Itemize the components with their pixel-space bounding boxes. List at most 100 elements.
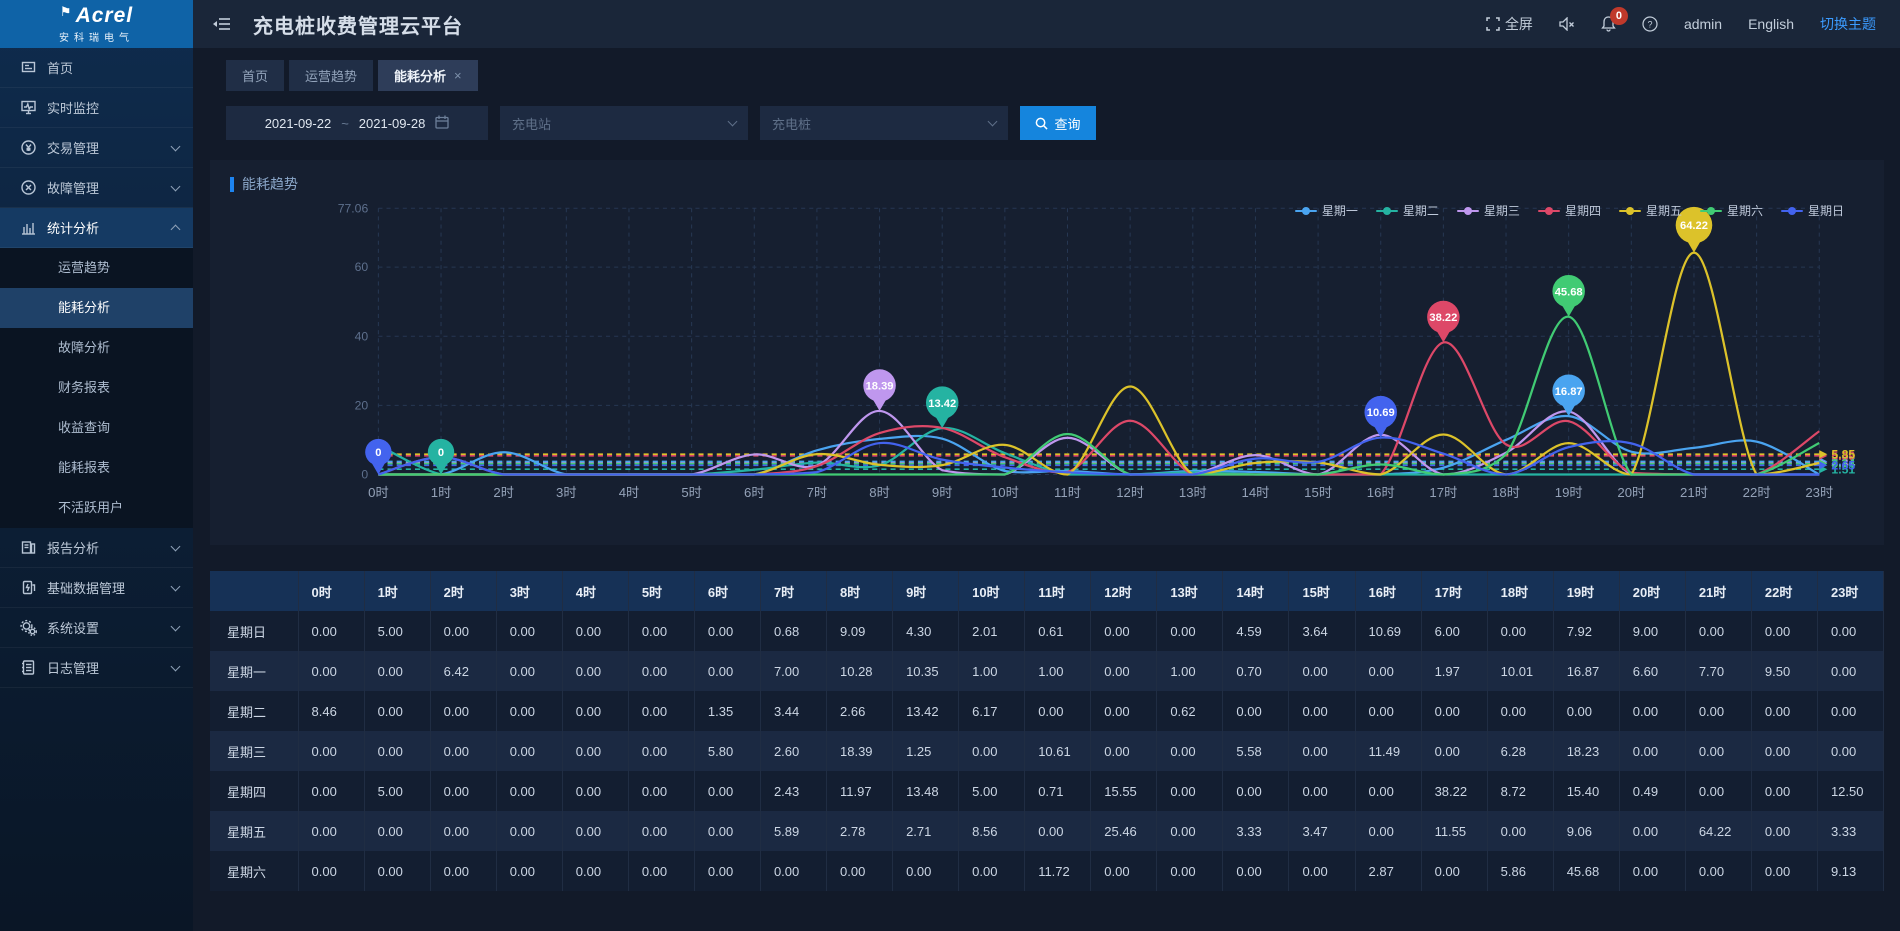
table-cell: 6.60 xyxy=(1619,651,1686,692)
table-cell: 0.00 xyxy=(430,851,497,892)
table-cell: 10.35 xyxy=(892,651,960,692)
svg-text:40: 40 xyxy=(355,329,369,343)
table-cell: 2.78 xyxy=(826,811,894,852)
search-button[interactable]: 查询 xyxy=(1020,106,1096,140)
table-cell: 11.72 xyxy=(1024,851,1092,892)
fullscreen-icon xyxy=(1486,17,1500,31)
pile-select[interactable]: 充电桩 xyxy=(760,106,1008,140)
sidebar-item-3[interactable]: 交易管理 xyxy=(0,128,193,168)
table-cell: 6.28 xyxy=(1487,731,1554,772)
table-cell: 0.00 xyxy=(1288,851,1356,892)
sidebar-item-5[interactable]: 统计分析 xyxy=(0,208,193,248)
notification-bell[interactable]: 0 xyxy=(1601,7,1628,32)
table-cell: 8.72 xyxy=(1487,771,1554,812)
table-cell: 0.00 xyxy=(496,691,563,732)
station-select[interactable]: 充电站 xyxy=(500,106,748,140)
table-cell: 0.00 xyxy=(298,611,365,652)
submenu-item[interactable]: 能耗分析 xyxy=(0,288,193,328)
table-cell: 0.00 xyxy=(892,851,960,892)
sidebar-item-label: 统计分析 xyxy=(47,221,100,236)
table-cell: 0.00 xyxy=(364,651,431,692)
legend-item-星期二[interactable]: 星期二 xyxy=(1375,202,1439,219)
sidebar-item-1[interactable]: 首页 xyxy=(0,48,193,88)
help-icon[interactable]: ? xyxy=(1642,16,1658,32)
legend-item-星期三[interactable]: 星期三 xyxy=(1456,202,1520,219)
table-cell: 0.00 xyxy=(694,811,761,852)
row-label-cell: 星期四 xyxy=(210,771,299,812)
submenu-item[interactable]: 能耗报表 xyxy=(58,460,111,475)
tab-label: 能耗分析 xyxy=(394,69,447,84)
language-switch[interactable]: English xyxy=(1748,16,1794,32)
table-cell: 1.35 xyxy=(694,691,761,732)
legend-item-星期六[interactable]: 星期六 xyxy=(1699,202,1763,219)
table-cell: 0.00 xyxy=(1685,771,1752,812)
table-cell: 0.00 xyxy=(760,851,828,892)
table-row-星期五: 星期五 0.00 0.00 0.00 0.00 0.00 0.00 0.00 5.89 2.78 2… xyxy=(210,811,1885,852)
table-cell: 0.00 xyxy=(562,771,629,812)
legend-item-星期四[interactable]: 星期四 xyxy=(1537,202,1601,219)
table-cell: 0.00 xyxy=(1288,771,1356,812)
svg-text:16.87: 16.87 xyxy=(1555,386,1583,398)
table-cell: 11.55 xyxy=(1421,811,1488,852)
table-cell: 0.00 xyxy=(430,731,497,772)
table-header-cell: 13时 xyxy=(1156,571,1224,612)
table-cell: 3.64 xyxy=(1288,611,1356,652)
sidebar-item-7[interactable]: 基础数据管理 xyxy=(0,568,193,608)
svg-text:10.69: 10.69 xyxy=(1367,407,1395,419)
svg-text:8时: 8时 xyxy=(869,485,890,500)
legend-item-星期一[interactable]: 星期一 xyxy=(1294,202,1358,219)
table-cell: 3.44 xyxy=(760,691,828,732)
table-cell: 0.70 xyxy=(1222,651,1290,692)
table-cell: 0.00 xyxy=(1355,651,1422,692)
fault-icon xyxy=(20,179,37,196)
chevron-down-icon xyxy=(987,116,998,127)
mute-icon[interactable] xyxy=(1559,17,1575,31)
table-cell: 1.97 xyxy=(1421,651,1488,692)
panel-title: 能耗趋势 xyxy=(230,174,1864,194)
sidebar-item-8[interactable]: 系统设置 xyxy=(0,608,193,648)
table-cell: 0.00 xyxy=(1685,691,1752,732)
table-cell: 18.23 xyxy=(1553,731,1620,772)
sidebar-item-4[interactable]: 故障管理 xyxy=(0,168,193,208)
sidebar-item-9[interactable]: 日志管理 xyxy=(0,648,193,688)
tab-label: 首页 xyxy=(242,69,269,84)
table-cell: 0.00 xyxy=(1024,811,1092,852)
date-range-picker[interactable]: 2021-09-22 ~ 2021-09-28 xyxy=(226,106,488,140)
submenu-item[interactable]: 运营趋势 xyxy=(58,260,111,275)
submenu-item[interactable]: 收益查询 xyxy=(58,420,111,435)
collapse-menu-icon[interactable] xyxy=(213,16,231,32)
table-cell: 0.00 xyxy=(364,731,431,772)
theme-switch-link[interactable]: 切换主题 xyxy=(1820,16,1876,32)
sidebar-item-2[interactable]: 实时监控 xyxy=(0,88,193,128)
submenu-item[interactable]: 不活跃用户 xyxy=(58,500,124,515)
svg-text:12时: 12时 xyxy=(1116,485,1144,500)
date-start[interactable]: 2021-09-22 xyxy=(264,115,332,131)
tab-能耗分析[interactable]: 能耗分析 × xyxy=(378,60,478,91)
monitor-icon xyxy=(20,99,37,116)
svg-text:5时: 5时 xyxy=(681,485,702,500)
tab-首页[interactable]: 首页 xyxy=(226,60,285,91)
date-end[interactable]: 2021-09-28 xyxy=(358,115,426,131)
svg-text:0: 0 xyxy=(438,447,444,459)
fullscreen-button[interactable]: 全屏 xyxy=(1486,14,1533,34)
legend-item-星期日[interactable]: 星期日 xyxy=(1780,202,1844,219)
tab-close-icon[interactable]: × xyxy=(454,68,462,83)
table-cell: 0.00 xyxy=(364,811,431,852)
tab-运营趋势[interactable]: 运营趋势 xyxy=(289,60,374,91)
submenu-item[interactable]: 财务报表 xyxy=(58,380,111,395)
sidebar-item-6[interactable]: 报告分析 xyxy=(0,528,193,568)
table-cell: 0.00 xyxy=(496,651,563,692)
table-cell: 0.00 xyxy=(1156,611,1224,652)
submenu-item[interactable]: 故障分析 xyxy=(58,340,111,355)
table-cell: 0.00 xyxy=(1024,691,1092,732)
svg-text:18.39: 18.39 xyxy=(866,381,894,393)
username[interactable]: admin xyxy=(1683,16,1723,32)
table-cell: 7.70 xyxy=(1685,651,1752,692)
table-cell: 0.00 xyxy=(1487,811,1554,852)
table-cell: 0.00 xyxy=(430,691,497,732)
table-cell: 0.00 xyxy=(298,731,365,772)
energy-trend-chart[interactable]: 0时 1时 2时 3时 4时 5时 6时 7时 8时 9时 10时 11时 12时 13时 14时 15时 16… xyxy=(230,194,1864,539)
row-label-cell: 星期五 xyxy=(210,811,299,852)
legend-item-星期五[interactable]: 星期五 xyxy=(1618,202,1682,219)
table-header-cell: 8时 xyxy=(826,571,894,612)
